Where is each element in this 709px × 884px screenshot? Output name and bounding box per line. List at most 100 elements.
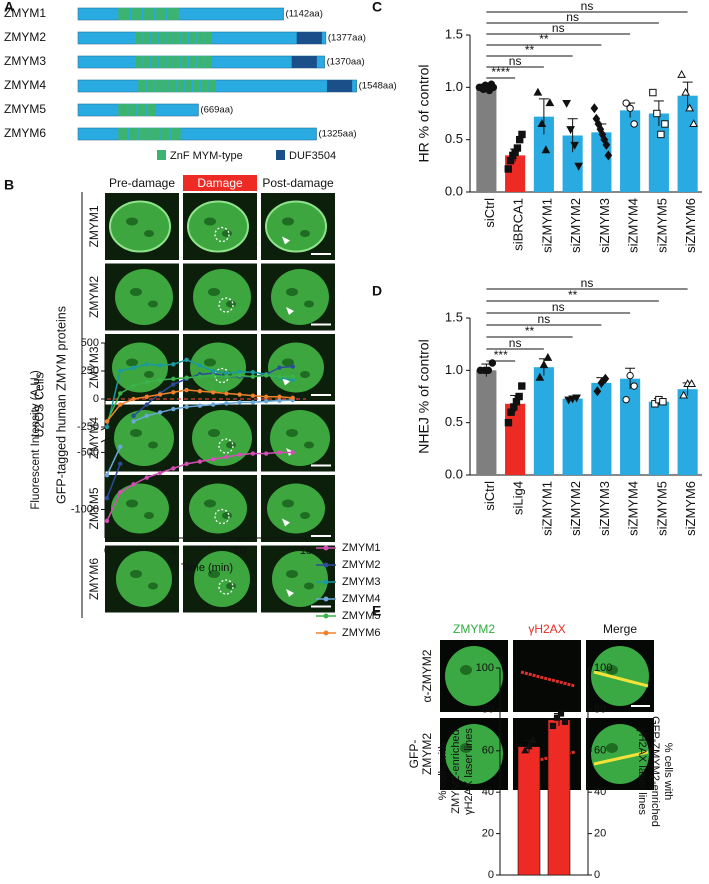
series-line bbox=[106, 446, 121, 476]
x-axis-label: Time (min) bbox=[181, 562, 233, 574]
x-tick-label: siZMYM5 bbox=[654, 481, 669, 536]
bar bbox=[505, 155, 526, 192]
nucleus bbox=[115, 269, 173, 325]
y2-tick-label: 60 bbox=[594, 745, 606, 757]
data-point bbox=[197, 374, 203, 379]
data-point bbox=[224, 454, 229, 460]
micrograph bbox=[105, 545, 179, 613]
series-line bbox=[252, 394, 267, 398]
significance-label: ns bbox=[566, 10, 579, 24]
series-line bbox=[266, 451, 280, 455]
duf-region bbox=[296, 32, 322, 44]
significance-label: ns bbox=[509, 54, 522, 68]
data-point bbox=[118, 368, 123, 374]
data-point bbox=[104, 518, 110, 524]
y-axis-label: ZMYM2-enriched bbox=[450, 729, 462, 813]
data-point bbox=[504, 165, 512, 173]
data-point bbox=[224, 371, 229, 376]
series-line bbox=[146, 472, 161, 479]
data-point bbox=[197, 459, 203, 464]
significance-label: ns bbox=[538, 312, 551, 326]
data-point bbox=[131, 413, 136, 418]
data-point bbox=[118, 444, 123, 449]
panel-letter: B bbox=[4, 177, 14, 193]
data-point bbox=[224, 374, 229, 379]
micrograph bbox=[586, 718, 654, 790]
protein-bar bbox=[77, 7, 284, 21]
data-point bbox=[157, 470, 163, 476]
panel-letter: C bbox=[372, 0, 382, 15]
x-tick-label: 10 bbox=[234, 545, 246, 557]
series-line bbox=[133, 381, 147, 387]
data-point bbox=[553, 714, 561, 721]
data-point bbox=[197, 363, 203, 368]
series-line bbox=[252, 371, 267, 376]
data-point bbox=[602, 139, 611, 150]
series-line bbox=[173, 378, 187, 386]
x-tick-label: siZMYM2 bbox=[568, 198, 583, 253]
nucleolus bbox=[126, 358, 138, 367]
y-axis-label: HR % of control bbox=[416, 64, 432, 162]
nucleolus bbox=[300, 230, 310, 237]
row-label: ZMYM2 bbox=[420, 733, 434, 775]
y-tick-label: 60 bbox=[482, 745, 494, 757]
row-label: ZMYM2 bbox=[87, 276, 101, 318]
column-header: ZMYM2 bbox=[453, 622, 495, 636]
micrograph bbox=[261, 193, 335, 260]
legend-label: DUF3504 bbox=[289, 150, 336, 162]
data-point bbox=[250, 400, 256, 405]
data-point bbox=[250, 369, 256, 375]
data-point bbox=[515, 392, 523, 401]
nucleolus bbox=[130, 288, 142, 296]
series-line bbox=[133, 476, 148, 486]
damage-site bbox=[218, 438, 234, 454]
series-line bbox=[279, 376, 293, 381]
legend-marker bbox=[323, 562, 329, 568]
series-line bbox=[186, 389, 200, 392]
data-point bbox=[237, 373, 242, 378]
y-tick-label: 0.0 bbox=[445, 466, 463, 481]
series-line bbox=[186, 460, 200, 465]
legend-label: ZMYM1 bbox=[342, 542, 381, 554]
data-point bbox=[144, 362, 149, 367]
nucleolus bbox=[126, 499, 138, 508]
data-point bbox=[626, 371, 634, 380]
series-line bbox=[133, 363, 147, 369]
data-point bbox=[651, 400, 659, 408]
data-point bbox=[659, 398, 667, 406]
protein-name: ZMYM2 bbox=[4, 30, 46, 44]
micrograph bbox=[440, 718, 508, 790]
nucleolus bbox=[286, 570, 298, 578]
y-tick-label: -500 bbox=[77, 446, 99, 458]
nucleolus bbox=[282, 358, 294, 367]
series-line bbox=[133, 415, 148, 423]
data-point bbox=[104, 495, 110, 501]
duf-region bbox=[291, 56, 317, 68]
duf-region bbox=[326, 80, 353, 92]
micrograph bbox=[261, 545, 335, 613]
data-point bbox=[518, 130, 526, 139]
row-label: α-ZMYM2 bbox=[420, 649, 434, 702]
data-point bbox=[184, 375, 189, 380]
y-tick-label: 1.5 bbox=[445, 26, 463, 41]
series-line bbox=[146, 363, 161, 367]
data-point bbox=[290, 450, 295, 455]
series-line bbox=[199, 372, 214, 376]
micrograph bbox=[105, 404, 179, 472]
column-header: Pre-damage bbox=[109, 176, 175, 190]
data-point bbox=[590, 103, 599, 114]
nucleolus bbox=[282, 217, 294, 226]
nucleus bbox=[591, 646, 649, 706]
series-line bbox=[239, 374, 253, 378]
series-line bbox=[199, 364, 214, 372]
data-point bbox=[649, 88, 657, 97]
data-point bbox=[562, 99, 571, 108]
series-line bbox=[213, 456, 227, 460]
panel-letter: A bbox=[4, 0, 14, 15]
data-point bbox=[144, 380, 149, 385]
data-point bbox=[653, 109, 661, 118]
length-label: (1370aa) bbox=[327, 57, 365, 68]
data-point bbox=[597, 377, 606, 388]
nucleus bbox=[270, 410, 330, 466]
nucleolus bbox=[222, 512, 232, 519]
